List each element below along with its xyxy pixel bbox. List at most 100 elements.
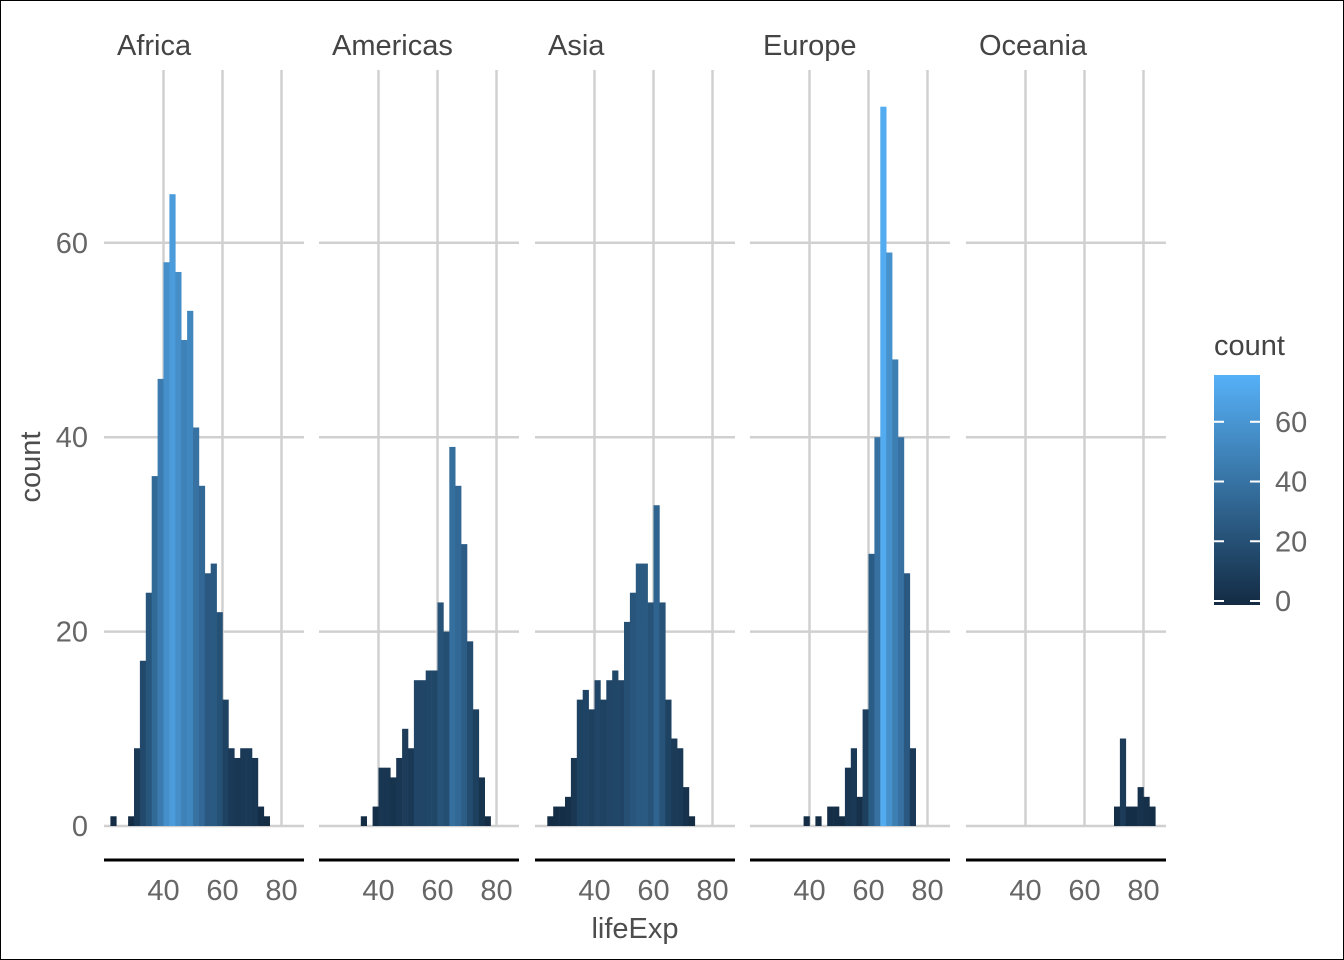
histogram-bar xyxy=(1131,806,1138,826)
histogram-bar xyxy=(431,670,438,826)
facet-strip-label: Europe xyxy=(763,30,857,62)
legend-ticks: 0 20 40 60 xyxy=(1214,407,1307,618)
histogram-bar xyxy=(110,816,117,826)
histogram-bar xyxy=(641,563,648,826)
histogram-bar xyxy=(360,816,367,826)
histogram-bar xyxy=(880,106,887,827)
histogram-bar xyxy=(862,709,869,826)
histogram-bar xyxy=(478,777,485,826)
facet-africa: 40 60 80 Africa xyxy=(104,30,304,907)
histogram-bar xyxy=(443,631,450,826)
histogram-bar xyxy=(618,680,625,826)
histogram-bar xyxy=(903,573,911,826)
legend-title: count xyxy=(1214,330,1285,362)
histogram-bar xyxy=(145,592,152,826)
y-tick-label: 20 xyxy=(56,617,88,649)
histogram-bar xyxy=(204,573,211,826)
x-tick-label: 40 xyxy=(578,875,610,907)
legend-tick-label: 40 xyxy=(1275,467,1307,499)
histogram-bar xyxy=(163,262,170,826)
histogram-bar xyxy=(868,553,875,826)
histogram-bar xyxy=(588,709,595,826)
histogram-bar xyxy=(653,505,660,826)
legend-tick-label: 60 xyxy=(1275,407,1307,439)
histogram-bar xyxy=(1125,806,1132,826)
histogram-bar xyxy=(234,757,241,826)
histogram-bar xyxy=(892,359,899,826)
histogram-bar xyxy=(1143,796,1150,826)
histogram-bar xyxy=(886,252,893,826)
histogram-bar xyxy=(803,816,810,826)
histogram-bar xyxy=(576,699,583,826)
x-tick-label: 80 xyxy=(1127,875,1159,907)
facet-strip-label: Americas xyxy=(332,30,453,62)
histogram-bar xyxy=(635,563,642,826)
histogram-bar xyxy=(139,660,147,826)
y-tick-label: 0 xyxy=(72,811,88,843)
histogram-bar xyxy=(384,767,391,826)
histogram-bar xyxy=(408,748,415,826)
histogram-bar xyxy=(402,728,409,826)
histogram-bar xyxy=(181,340,188,826)
histogram-bar xyxy=(222,699,229,826)
histogram-bar xyxy=(1119,738,1127,826)
legend-tick-label: 20 xyxy=(1275,526,1307,558)
histogram-bar xyxy=(198,485,206,826)
histogram-bar xyxy=(565,796,572,826)
facet-strip-label: Oceania xyxy=(979,30,1088,62)
histogram-bar xyxy=(629,592,637,826)
x-tick-label: 40 xyxy=(362,875,394,907)
x-tick-label: 60 xyxy=(637,875,669,907)
histogram-bar xyxy=(128,816,135,826)
histogram-bar xyxy=(1114,806,1121,826)
x-axis-title: lifeExp xyxy=(591,913,678,945)
x-tick-label: 60 xyxy=(421,875,453,907)
histogram-bar xyxy=(665,699,672,826)
histogram-bar xyxy=(193,427,200,826)
legend-tick-label: 0 xyxy=(1275,586,1291,618)
histogram-bar xyxy=(216,612,223,826)
histogram-bar xyxy=(134,748,141,826)
x-tick-label: 60 xyxy=(1068,875,1100,907)
histogram-bar xyxy=(157,378,164,826)
histogram-bar xyxy=(484,816,491,826)
histogram-bar xyxy=(449,446,456,826)
histogram-bar xyxy=(827,806,834,826)
x-tick-label: 60 xyxy=(852,875,884,907)
histogram-bar xyxy=(210,563,217,826)
facet-panels: 40 60 80 Africa 40 60 80 Americas 40 60 80 Asia 40 60… xyxy=(104,30,1166,907)
histogram-bar xyxy=(833,806,840,826)
histogram-bar xyxy=(425,670,432,826)
histogram-bar xyxy=(850,748,857,826)
y-axis: 0 20 40 60 xyxy=(56,228,88,843)
x-tick-label: 40 xyxy=(147,875,179,907)
histogram-bar xyxy=(856,796,863,826)
histogram-bar xyxy=(187,310,194,827)
x-tick-label: 40 xyxy=(1009,875,1041,907)
legend-colorbar xyxy=(1214,375,1260,605)
facet-strip-label: Africa xyxy=(117,30,192,62)
x-tick-label: 80 xyxy=(696,875,728,907)
histogram-bar xyxy=(659,602,666,826)
histogram-bar xyxy=(396,757,403,826)
histogram-bar xyxy=(151,476,158,826)
histogram-bar xyxy=(582,689,589,826)
x-tick-label: 40 xyxy=(793,875,825,907)
histogram-bar xyxy=(898,437,905,826)
histogram-bar xyxy=(606,680,613,826)
histogram-bar xyxy=(671,738,678,826)
histogram-bar xyxy=(378,767,385,826)
histogram-bar xyxy=(553,806,560,826)
histogram-bar xyxy=(175,271,182,827)
x-tick-label: 80 xyxy=(911,875,943,907)
histogram-bar xyxy=(815,816,822,826)
facet-americas: 40 60 80 Americas xyxy=(319,30,519,907)
histogram-bar xyxy=(240,748,247,826)
histogram-bar xyxy=(683,787,690,826)
y-tick-label: 60 xyxy=(56,228,88,260)
histogram-bar xyxy=(559,806,566,826)
histogram-bar xyxy=(688,816,696,826)
facet-europe: 40 60 80 Europe xyxy=(750,30,950,907)
histogram-bar xyxy=(1149,806,1156,826)
